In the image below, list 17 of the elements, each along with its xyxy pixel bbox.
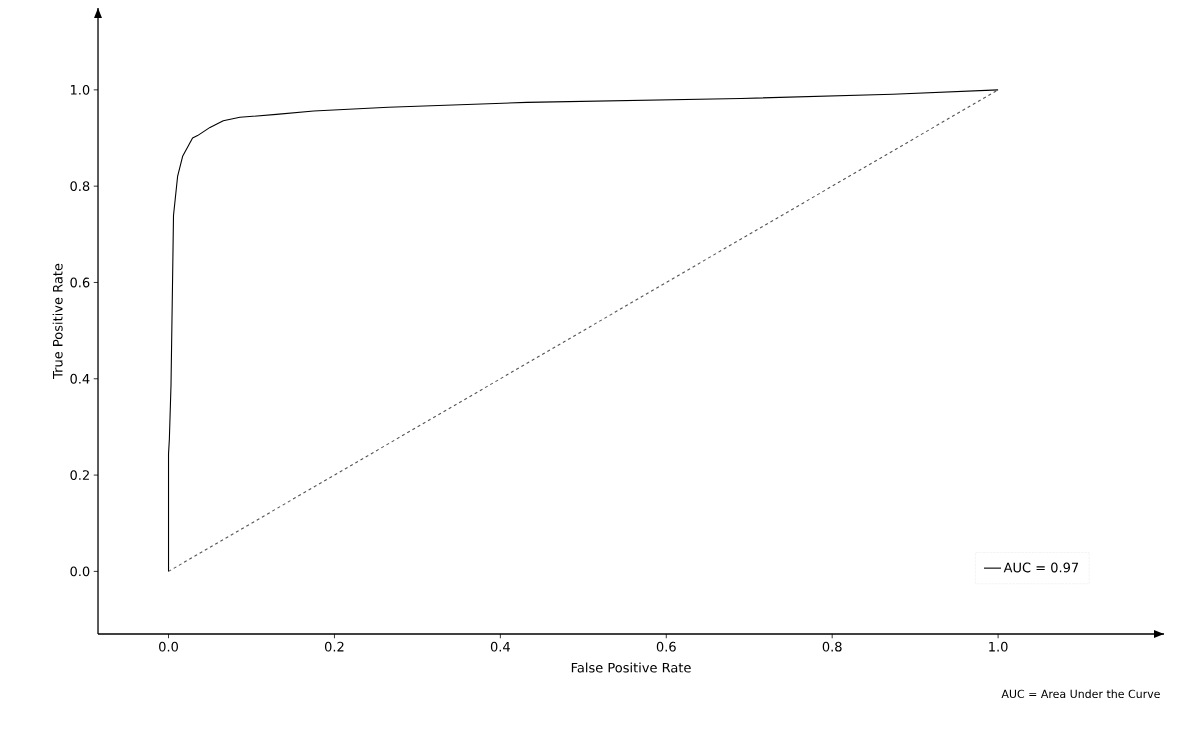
- y-tick-label: 1.0: [70, 84, 90, 95]
- y-tick-label: 0.0: [70, 566, 90, 577]
- x-tick-label: 0.0: [159, 641, 178, 652]
- x-tick-label: 0.2: [324, 641, 344, 652]
- x-tick-label: 0.8: [822, 641, 842, 652]
- text: AUC = Area Under the Curve: [1001, 689, 1160, 699]
- legend-label: AUC = 0.97: [1003, 562, 1079, 573]
- y-tick-label: 0.4: [70, 373, 90, 384]
- line-series: [167, 89, 999, 572]
- x-tick-label: 0.6: [656, 641, 676, 652]
- x-axis-title: False Positive Rate: [571, 662, 691, 673]
- x-tick-label: 1.0: [989, 641, 1008, 652]
- y-tick-label: 0.8: [70, 181, 90, 192]
- y-tick-label: 0.2: [70, 470, 89, 480]
- x-tick-label: 0.4: [490, 641, 510, 652]
- y-axis-title: True Positive Rate: [52, 263, 63, 379]
- y-tick-label: 0.6: [70, 277, 90, 288]
